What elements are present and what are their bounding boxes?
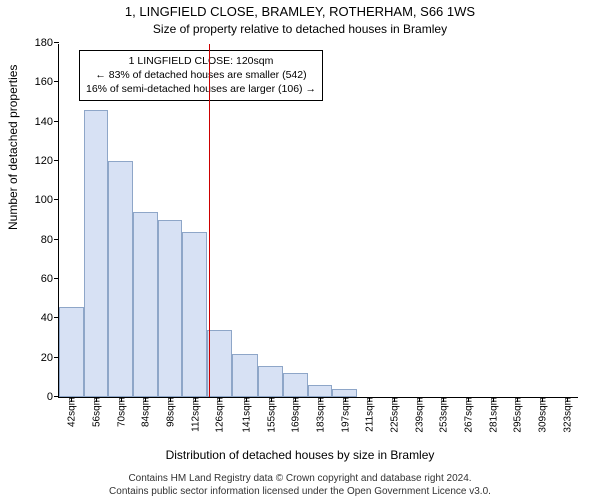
x-tick-label: 98sqm — [164, 397, 177, 427]
x-tick-label: 323sqm — [560, 397, 573, 433]
x-tick-label: 70sqm — [114, 397, 127, 427]
y-tick-mark — [54, 42, 59, 43]
x-axis-label: Distribution of detached houses by size … — [0, 448, 600, 462]
histogram-bar — [283, 373, 308, 397]
x-tick-label: 253sqm — [437, 397, 450, 433]
y-tick-label: 0 — [47, 391, 59, 403]
x-tick-label: 225sqm — [387, 397, 400, 433]
y-tick-mark — [54, 239, 59, 240]
x-tick-label: 169sqm — [289, 397, 302, 433]
x-tick-label: 155sqm — [264, 397, 277, 433]
x-tick-label: 197sqm — [338, 397, 351, 433]
x-tick-label: 141sqm — [239, 397, 252, 433]
x-tick-label: 42sqm — [65, 397, 78, 427]
histogram-bar — [308, 385, 333, 397]
histogram-bar — [182, 232, 207, 397]
annotation-line-2: ← 83% of detached houses are smaller (54… — [86, 68, 316, 82]
attribution-text: Contains HM Land Registry data © Crown c… — [0, 472, 600, 498]
x-tick-label: 183sqm — [313, 397, 326, 433]
histogram-bar — [232, 354, 258, 397]
x-tick-label: 295sqm — [511, 397, 524, 433]
x-tick-label: 281sqm — [486, 397, 499, 433]
y-tick-label: 40 — [41, 312, 59, 324]
x-tick-label: 84sqm — [139, 397, 152, 427]
y-tick-label: 20 — [41, 352, 59, 364]
property-marker-line — [209, 44, 210, 397]
histogram-bar — [207, 330, 232, 397]
histogram-bar — [108, 161, 133, 397]
plot-area: 1 LINGFIELD CLOSE: 120sqm ← 83% of detac… — [58, 44, 578, 398]
y-tick-mark — [54, 278, 59, 279]
x-tick-label: 112sqm — [188, 397, 201, 432]
histogram-bar — [59, 307, 84, 397]
attribution-line-1: Contains HM Land Registry data © Crown c… — [128, 473, 471, 484]
histogram-bar — [258, 366, 283, 397]
x-tick-label: 211sqm — [363, 397, 376, 432]
histogram-bar — [332, 389, 357, 397]
x-tick-label: 309sqm — [535, 397, 548, 433]
attribution-line-2: Contains public sector information licen… — [109, 486, 491, 497]
x-tick-label: 239sqm — [412, 397, 425, 433]
annotation-line-3: 16% of semi-detached houses are larger (… — [86, 82, 316, 96]
y-tick-label: 80 — [41, 234, 59, 246]
histogram-chart: 1, LINGFIELD CLOSE, BRAMLEY, ROTHERHAM, … — [0, 0, 600, 500]
histogram-bar — [133, 212, 158, 397]
x-tick-label: 267sqm — [461, 397, 474, 433]
histogram-bar — [158, 220, 183, 397]
x-tick-label: 56sqm — [90, 397, 103, 427]
y-tick-label: 180 — [35, 37, 59, 49]
y-tick-mark — [54, 121, 59, 122]
y-tick-mark — [54, 81, 59, 82]
histogram-bar — [84, 110, 109, 397]
y-axis-label: Number of detached properties — [6, 65, 20, 230]
chart-subtitle: Size of property relative to detached ho… — [0, 22, 600, 36]
y-tick-mark — [54, 199, 59, 200]
y-tick-label: 120 — [35, 155, 59, 167]
y-tick-label: 160 — [35, 76, 59, 88]
y-tick-label: 100 — [35, 194, 59, 206]
annotation-line-1: 1 LINGFIELD CLOSE: 120sqm — [86, 54, 316, 68]
annotation-box: 1 LINGFIELD CLOSE: 120sqm ← 83% of detac… — [79, 50, 323, 101]
y-tick-label: 60 — [41, 273, 59, 285]
y-tick-mark — [54, 160, 59, 161]
chart-title: 1, LINGFIELD CLOSE, BRAMLEY, ROTHERHAM, … — [0, 4, 600, 19]
x-tick-label: 126sqm — [213, 397, 226, 433]
y-tick-label: 140 — [35, 116, 59, 128]
